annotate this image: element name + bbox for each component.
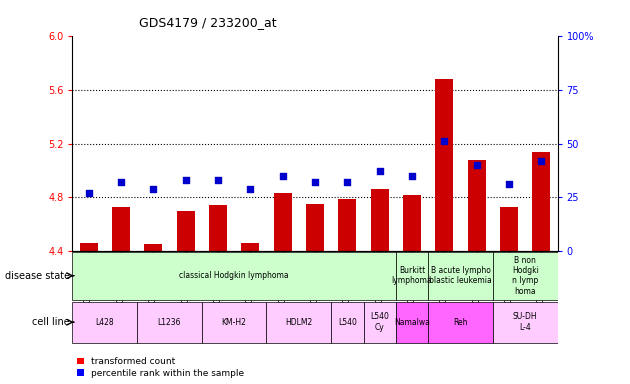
Text: Burkitt
lymphoma: Burkitt lymphoma xyxy=(392,266,432,285)
Bar xyxy=(403,195,421,251)
Point xyxy=(84,190,94,196)
Bar xyxy=(493,301,558,343)
Text: GDS4179 / 233200_at: GDS4179 / 233200_at xyxy=(139,16,277,29)
Bar xyxy=(371,189,389,251)
Bar xyxy=(500,207,518,251)
Text: classical Hodgkin lymphoma: classical Hodgkin lymphoma xyxy=(180,271,289,280)
Point xyxy=(536,158,546,164)
Bar xyxy=(468,160,486,251)
Point xyxy=(504,181,514,187)
Text: HDLM2: HDLM2 xyxy=(285,318,312,327)
Bar xyxy=(202,301,266,343)
Bar xyxy=(274,193,292,251)
Bar xyxy=(331,301,364,343)
Bar xyxy=(144,244,162,251)
Bar xyxy=(396,252,428,300)
Text: L540
Cy: L540 Cy xyxy=(370,313,389,332)
Bar xyxy=(72,252,396,300)
Point xyxy=(181,177,191,183)
Point xyxy=(245,185,255,192)
Bar xyxy=(209,205,227,251)
Bar xyxy=(72,301,137,343)
Bar xyxy=(435,79,453,251)
Text: L1236: L1236 xyxy=(158,318,181,327)
Text: cell line: cell line xyxy=(32,317,70,327)
Text: B acute lympho
blastic leukemia: B acute lympho blastic leukemia xyxy=(429,266,492,285)
Bar xyxy=(241,243,259,251)
Bar xyxy=(396,301,428,343)
Point xyxy=(148,185,158,192)
Text: Reh: Reh xyxy=(453,318,468,327)
Bar xyxy=(112,207,130,251)
Point xyxy=(310,179,320,185)
Point xyxy=(213,177,223,183)
Text: L540: L540 xyxy=(338,318,357,327)
Bar xyxy=(338,199,356,251)
Point xyxy=(439,138,449,144)
Point xyxy=(375,169,385,175)
Text: L428: L428 xyxy=(96,318,114,327)
Bar xyxy=(428,301,493,343)
Bar xyxy=(266,301,331,343)
Text: disease state: disease state xyxy=(5,271,70,281)
Bar xyxy=(137,301,202,343)
Point xyxy=(116,179,126,185)
Point xyxy=(278,173,288,179)
Point xyxy=(407,173,417,179)
Text: Namalwa: Namalwa xyxy=(394,318,430,327)
Bar xyxy=(364,301,396,343)
Bar xyxy=(532,152,550,251)
Point xyxy=(472,162,482,168)
Bar xyxy=(80,243,98,251)
Bar xyxy=(177,210,195,251)
Point xyxy=(342,179,352,185)
Bar xyxy=(306,204,324,251)
Legend: transformed count, percentile rank within the sample: transformed count, percentile rank withi… xyxy=(77,357,244,377)
Text: B non
Hodgki
n lymp
homa: B non Hodgki n lymp homa xyxy=(512,256,539,296)
Bar xyxy=(493,252,558,300)
Text: SU-DH
L-4: SU-DH L-4 xyxy=(513,313,537,332)
Text: KM-H2: KM-H2 xyxy=(222,318,246,327)
Bar xyxy=(428,252,493,300)
